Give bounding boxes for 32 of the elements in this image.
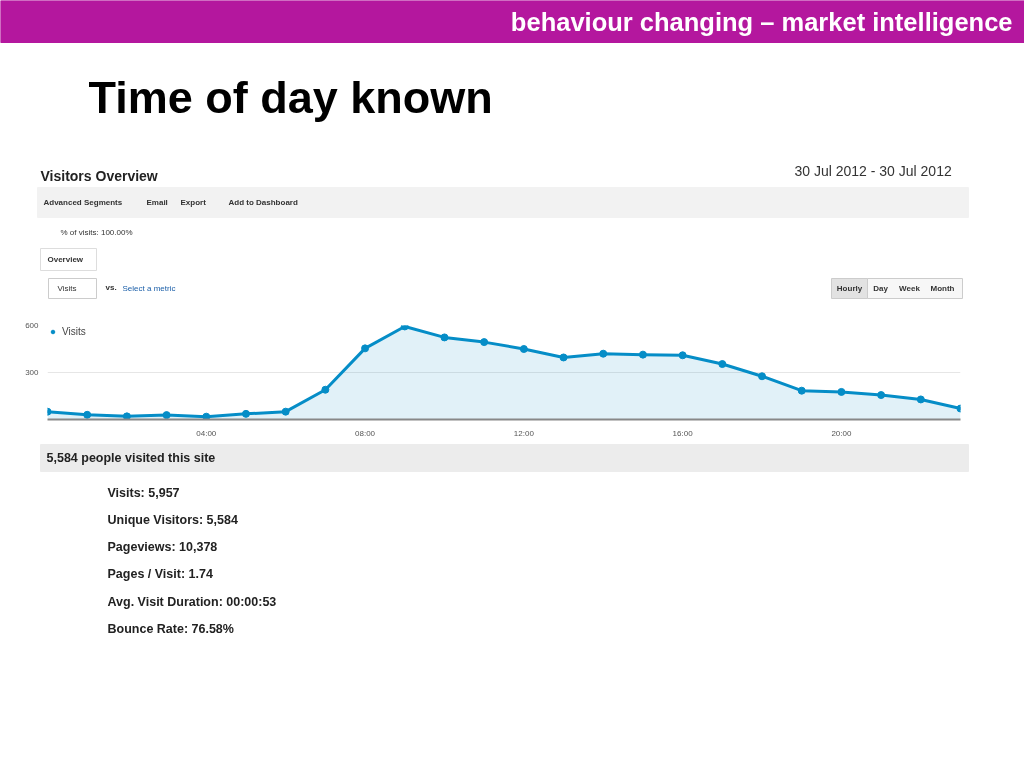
text: 5,584 people visited this site: [46, 450, 216, 465]
text: Unique Visitors: 5,584: [107, 512, 238, 527]
text: Hourly: [836, 284, 863, 293]
x-tick-label: 20:00: [831, 428, 852, 438]
x-tick-label: 04:00: [196, 428, 217, 438]
text: Pageviews: 10,378: [107, 539, 218, 554]
text: Email: [146, 198, 168, 207]
text: Visits: [57, 284, 77, 293]
y-tick-label: 300: [25, 368, 40, 377]
legend-label: Visits: [62, 326, 86, 337]
text: Week: [899, 284, 921, 293]
text: % of visits: 100.00%: [60, 228, 133, 237]
text: Month: [930, 284, 955, 293]
text: Overview: [47, 255, 84, 264]
chart-title: Time of day known: [88, 72, 493, 123]
text: Bounce Rate: 76.58%: [107, 621, 234, 636]
x-tick-label: 16:00: [672, 428, 694, 438]
text: Add to Dashboard: [228, 198, 298, 207]
x-tick-label: 12:00: [513, 428, 535, 438]
chart-subtitle: Visitors Overview: [40, 167, 158, 184]
text: vs.: [105, 283, 117, 292]
x-tick-label: 08:00: [355, 428, 376, 438]
text: Select a metric: [122, 284, 176, 293]
text: Advanced Segments: [43, 198, 123, 207]
text: Avg. Visit Duration: 00:00:53: [107, 594, 277, 609]
text: Visits: 5,957: [107, 485, 180, 500]
text: Pages / Visit: 1.74: [107, 566, 213, 581]
text: behaviour changing – market intelligence: [510, 7, 1013, 36]
y-tick-label: 600: [25, 321, 40, 330]
text: Export: [180, 198, 207, 207]
text: Day: [873, 284, 889, 293]
text: 30 Jul 2012 - 30 Jul 2012: [794, 162, 952, 179]
